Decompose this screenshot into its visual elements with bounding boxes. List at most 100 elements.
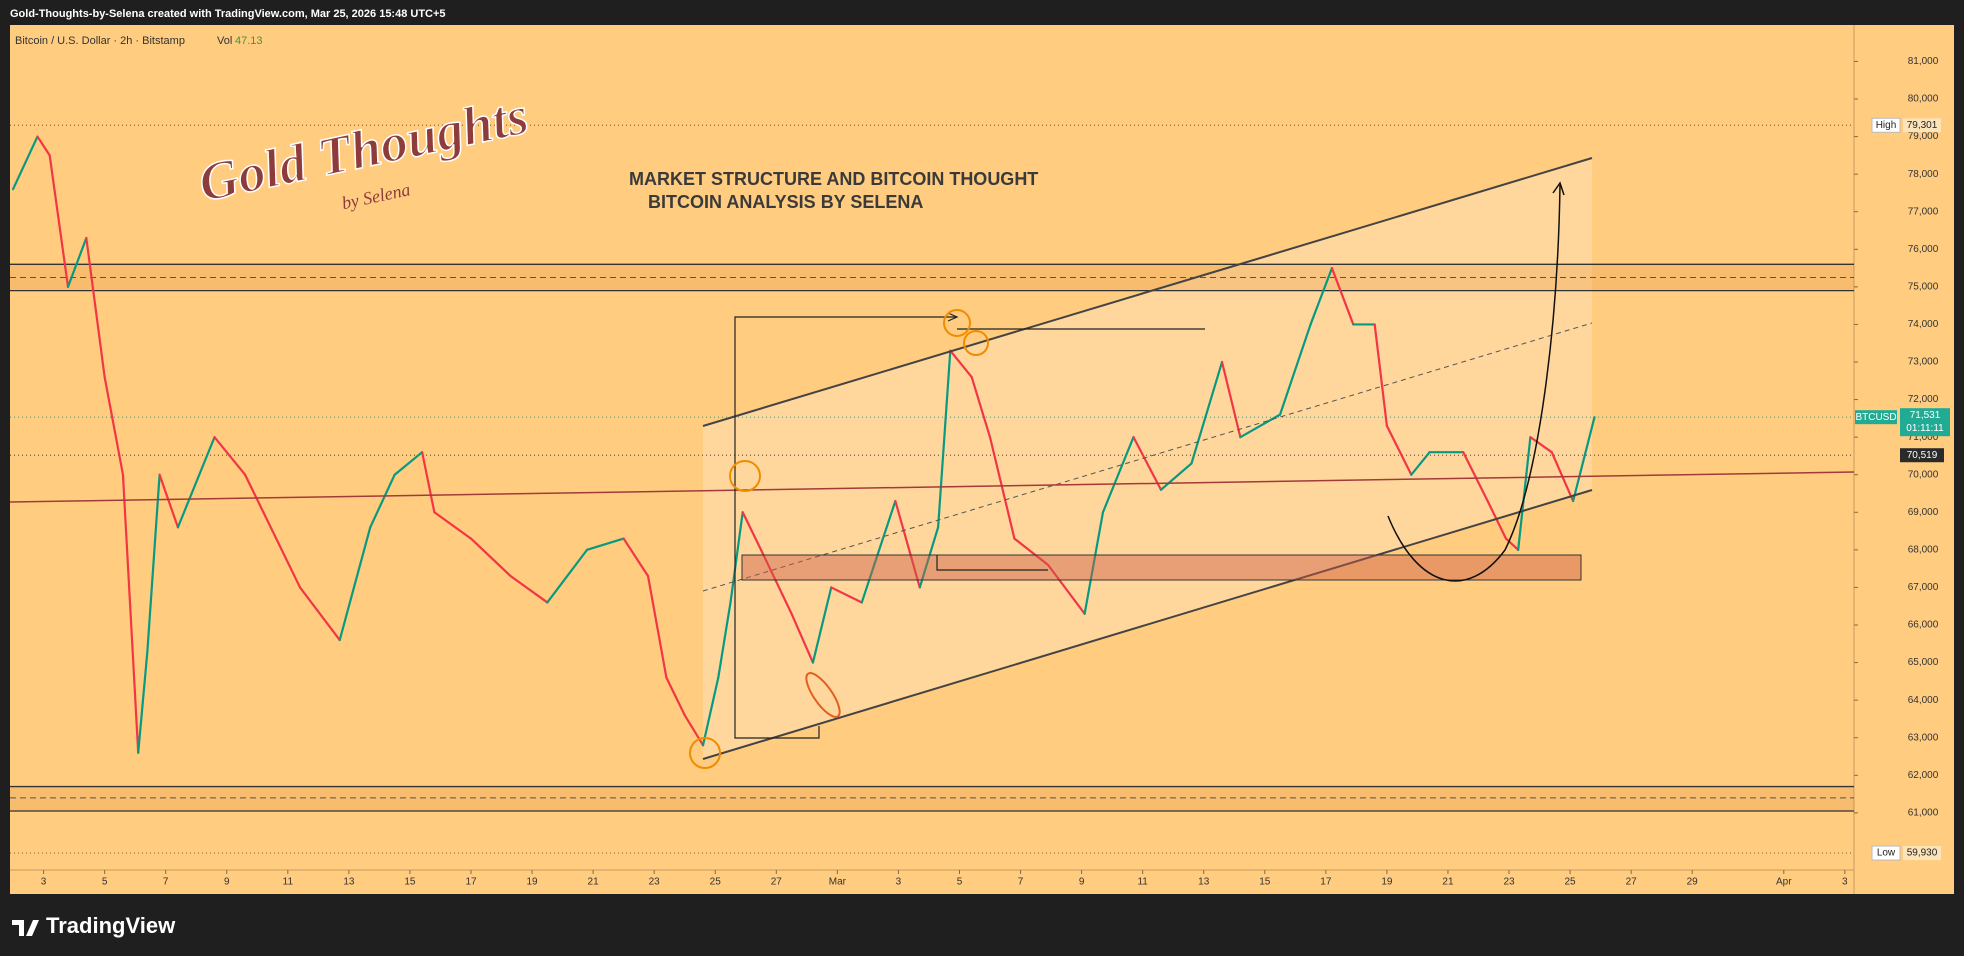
y-tick-label: 62,000 [1908,770,1939,781]
marker-value-box [1903,118,1941,133]
highlight-ellipse [805,672,841,718]
price-segment [137,650,149,754]
marker-value: 79,301 [1907,120,1938,131]
price-segment [1330,266,1355,326]
x-tick-label: 9 [224,877,230,888]
y-tick-label: 65,000 [1908,657,1939,668]
price-segment [741,511,763,551]
y-tick-label: 63,000 [1908,732,1939,743]
price-segment [1462,451,1489,503]
x-tick-label: 27 [771,877,783,888]
x-tick-label: 17 [465,877,477,888]
x-tick-label: 19 [1381,877,1393,888]
footer-logo: TradingView [12,913,176,938]
x-tick-label: 21 [588,877,600,888]
x-tick-label: 23 [1503,877,1515,888]
arrow-head [947,312,959,322]
price-segment [1529,436,1553,454]
price-segment [1083,511,1105,615]
y-tick-label: 61,000 [1908,807,1939,818]
level-box [1900,448,1944,463]
x-tick-label: 5 [957,877,963,888]
price-segment [11,135,39,191]
channel-fill [703,158,1592,759]
price-segment [121,473,140,754]
zone [10,786,1854,811]
x-tick-label: 9 [1079,877,1085,888]
marker-name: Low [1877,848,1896,859]
price-segment [1239,413,1282,439]
price-segment [729,511,744,604]
price-segment [1385,424,1413,476]
y-tick-label: 78,000 [1908,169,1939,180]
marker-value: 59,930 [1907,848,1938,859]
price-segment [1504,537,1520,551]
price-segment [338,526,372,642]
highlight-circle [689,737,721,769]
projection-curve [1387,184,1561,582]
price-segment [1220,360,1242,439]
x-tick-label: 15 [404,877,416,888]
price-segment [701,676,720,747]
x-tick-label: 17 [1320,877,1332,888]
marker-name: High [1876,120,1897,131]
y-tick-label: 75,000 [1908,282,1939,293]
x-tick-label: 21 [1442,877,1454,888]
price-segment [585,537,625,551]
price-segment [433,511,473,540]
price-segment [298,586,341,642]
price-segment [1572,416,1596,503]
price-segment [509,575,549,604]
y-tick-label: 81,000 [1908,56,1939,67]
channel-bottom [702,489,1593,760]
price-segment [665,676,686,717]
price-segment [1046,563,1086,615]
price-segment [1132,436,1163,491]
brand-icon [12,920,39,936]
y-tick-label: 74,000 [1908,319,1939,330]
price-segment [158,473,180,529]
y-tick-label: 64,000 [1908,695,1939,706]
y-tick-label: 66,000 [1908,620,1939,631]
y-tick-label: 76,000 [1908,244,1939,255]
x-tick-label: 15 [1259,877,1271,888]
x-tick-label: 25 [1565,877,1577,888]
channel-top [702,157,1593,427]
price-segment [970,375,992,439]
x-tick-label: 7 [163,877,169,888]
price-segment [1013,537,1050,566]
price-segment [546,548,589,604]
x-tick-label: 13 [343,877,355,888]
price-segment [262,511,302,589]
x-tick-label: 3 [41,877,47,888]
x-tick-label: Apr [1776,877,1792,888]
price-segment [421,451,436,514]
price-segment [243,473,265,514]
x-tick-label: 5 [102,877,108,888]
brand: TradingView [46,913,176,938]
last-price-box [1900,408,1950,437]
demand-zone [741,554,1582,581]
highlight-circle [963,330,989,356]
price-segment [894,499,921,589]
price-segment [790,612,815,664]
price-segment [811,586,833,664]
price-segment [103,375,125,476]
volume-value: 47.13 [235,35,263,47]
y-tick-label: 70,000 [1908,469,1939,480]
header: Gold-Thoughts-by-Selena created with Tra… [10,8,446,20]
y-tick-label: 79,000 [1908,131,1939,142]
price-segment [36,135,51,157]
y-tick-label: 80,000 [1908,94,1939,105]
last-price-value: 71,531 [1910,410,1941,421]
last-price-name-box [1855,410,1897,425]
y-tick-label: 67,000 [1908,582,1939,593]
price-segment [146,473,161,653]
y-tick-label: 68,000 [1908,544,1939,555]
symbol-info: Bitcoin / U.S. Dollar · 2h · Bitstamp [15,35,185,47]
price-segment [949,349,973,379]
volume-label: Vol [217,35,232,47]
x-tick-label: 3 [1842,877,1848,888]
price-segment [830,586,863,604]
x-tick-label: 11 [1137,877,1148,888]
